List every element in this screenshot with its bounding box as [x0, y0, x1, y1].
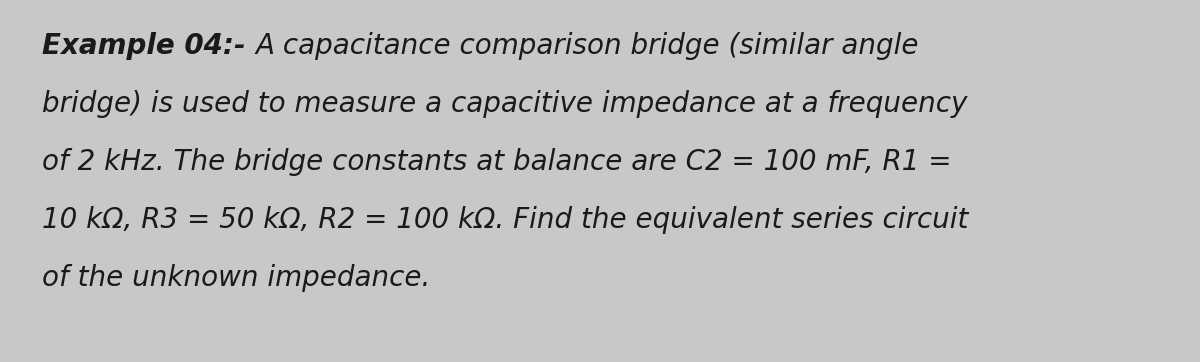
Text: Example 04:-: Example 04:-: [42, 32, 256, 60]
Text: of 2 kHz. The bridge constants at balance are C2 = 100 mF, R1 =: of 2 kHz. The bridge constants at balanc…: [42, 148, 952, 176]
Text: A capacitance comparison bridge (similar angle: A capacitance comparison bridge (similar…: [256, 32, 919, 60]
Text: 10 kΩ, R3 = 50 kΩ, R2 = 100 kΩ. Find the equivalent series circuit: 10 kΩ, R3 = 50 kΩ, R2 = 100 kΩ. Find the…: [42, 206, 968, 234]
Text: of the unknown impedance.: of the unknown impedance.: [42, 264, 431, 292]
Text: bridge) is used to measure a capacitive impedance at a frequency: bridge) is used to measure a capacitive …: [42, 90, 967, 118]
